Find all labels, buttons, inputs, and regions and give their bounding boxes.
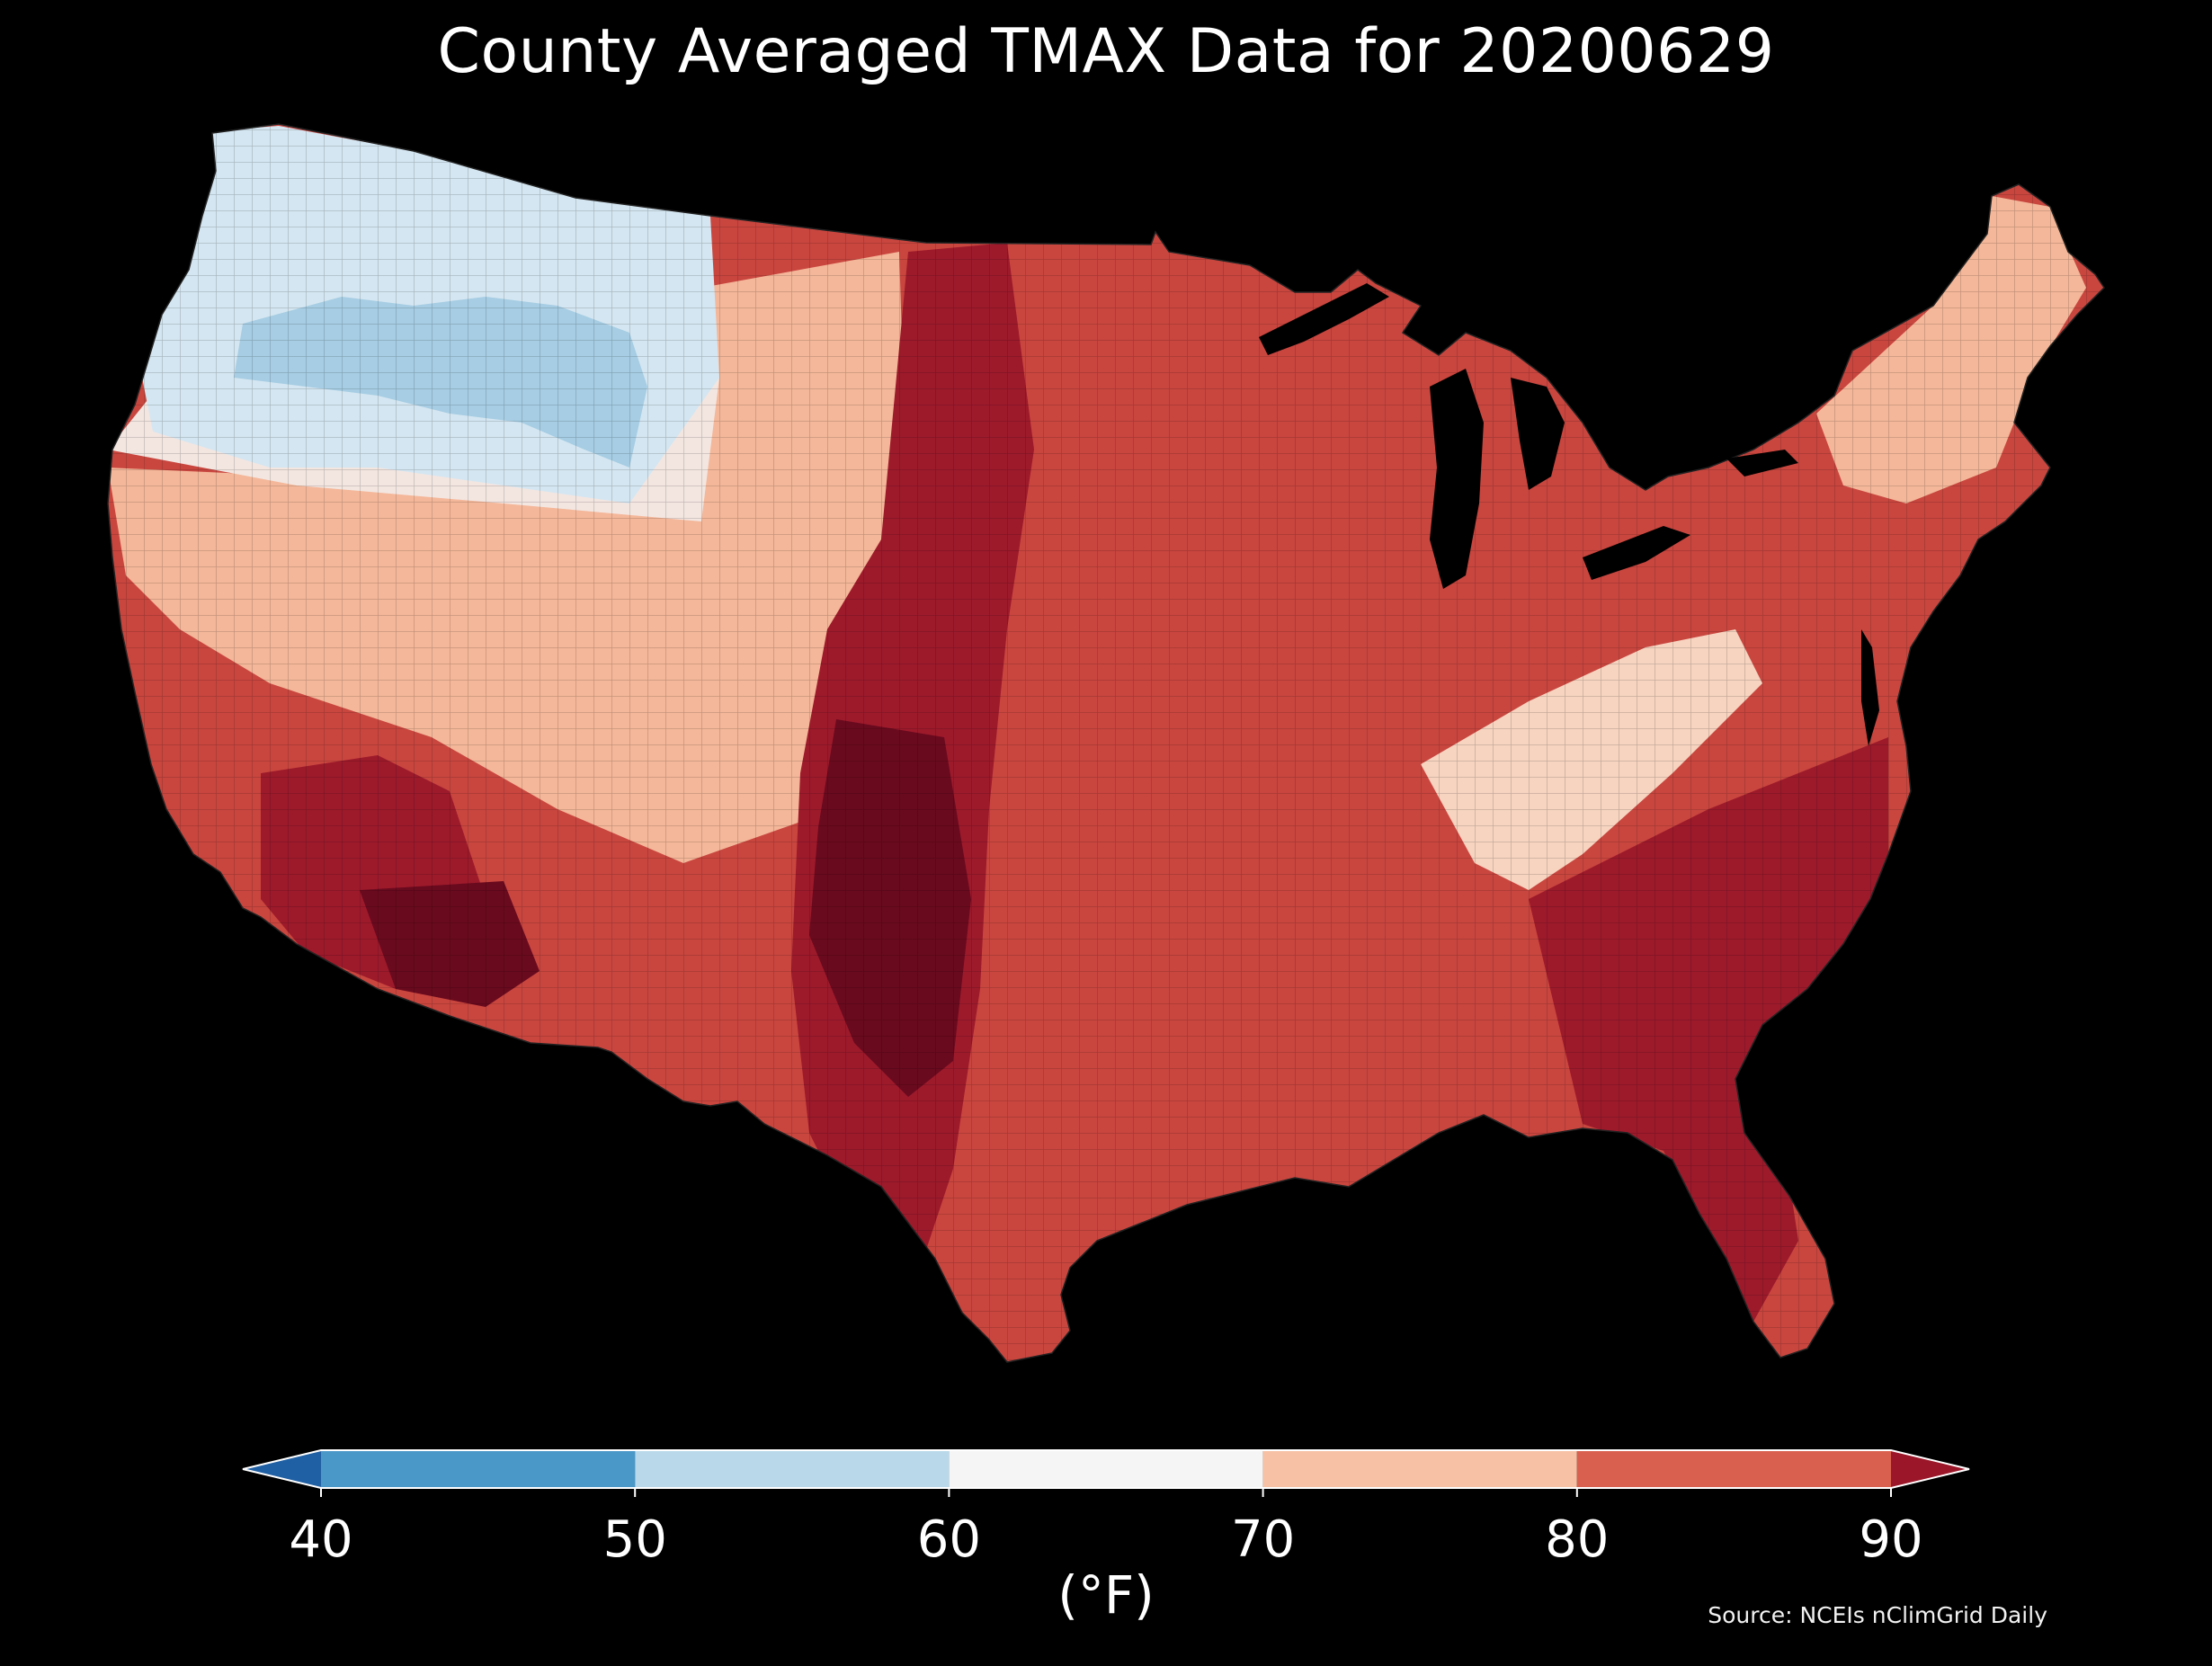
source-credit: Source: NCEIs nClimGrid Daily xyxy=(1708,1602,2047,1628)
colorbar-tick-label: 40 xyxy=(289,1510,352,1569)
colorbar-extend-low xyxy=(243,1450,321,1488)
map-title: County Averaged TMAX Data for 20200629 xyxy=(437,16,1775,87)
lake-huron xyxy=(1511,378,1565,490)
colorbar-tick-label: 70 xyxy=(1231,1510,1295,1569)
lake-ontario xyxy=(1726,450,1798,477)
colorbar-extend-high xyxy=(1891,1450,1969,1488)
colorbar-bin-80-90 xyxy=(1576,1450,1891,1488)
colorbar-bin-40-50 xyxy=(321,1450,636,1488)
colorbar-bins xyxy=(242,1449,1970,1489)
colorbar-tick-label: 50 xyxy=(603,1510,667,1569)
colorbar-ticks: 40 50 60 70 80 90 xyxy=(289,1488,1923,1569)
lake-michigan xyxy=(1430,369,1484,589)
colorbar-bin-50-60 xyxy=(635,1450,950,1488)
lake-superior xyxy=(1259,283,1389,355)
lake-erie xyxy=(1583,526,1690,580)
colorbar-tick-label: 60 xyxy=(917,1510,981,1569)
colorbar-bin-60-70 xyxy=(949,1450,1263,1488)
colorbar-units-label: (°F) xyxy=(1057,1564,1155,1626)
chesapeake-bay xyxy=(1861,629,1879,746)
colorbar-tick-label: 90 xyxy=(1859,1510,1922,1569)
colorbar-tick-label: 80 xyxy=(1545,1510,1609,1569)
colorbar-bin-70-80 xyxy=(1262,1450,1577,1488)
